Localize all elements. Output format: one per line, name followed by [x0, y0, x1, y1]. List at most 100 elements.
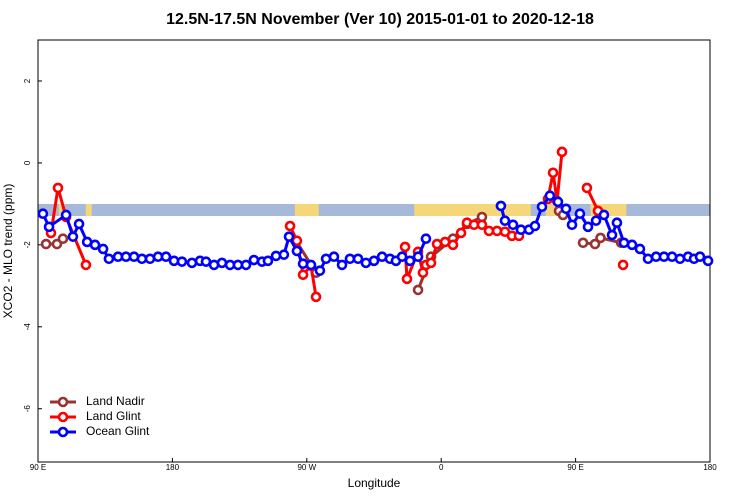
- data-point: [43, 221, 55, 233]
- data-point: [702, 255, 714, 267]
- data-point: [431, 238, 443, 250]
- data-point: [52, 182, 64, 194]
- data-point: [404, 255, 416, 267]
- land-segment: [294, 204, 319, 216]
- data-point: [401, 273, 413, 285]
- data-point: [40, 238, 52, 250]
- data-point: [581, 182, 593, 194]
- data-point: [176, 256, 188, 267]
- data-point: [582, 221, 594, 233]
- data-point: [626, 239, 638, 251]
- legend-label: Land Glint: [86, 409, 141, 423]
- data-point: [297, 269, 309, 281]
- data-point: [606, 229, 618, 241]
- data-point: [291, 245, 303, 257]
- y-tick-label: 0: [23, 160, 32, 165]
- data-point: [310, 291, 322, 303]
- data-point: [328, 251, 340, 263]
- data-point: [577, 237, 589, 249]
- x-tick-label: 0: [439, 463, 444, 472]
- land-segment: [414, 204, 531, 216]
- chart-title: 12.5N-17.5N November (Ver 10) 2015-01-01…: [166, 11, 594, 28]
- data-point: [67, 231, 79, 242]
- data-point: [674, 253, 686, 265]
- data-point: [186, 257, 198, 269]
- data-point: [694, 251, 706, 263]
- data-point: [240, 259, 252, 271]
- data-point: [262, 255, 274, 267]
- data-point: [305, 259, 317, 271]
- legend-marker: [57, 426, 69, 438]
- data-point: [412, 284, 424, 296]
- data-point: [412, 251, 424, 263]
- data-point: [590, 215, 602, 226]
- data-point: [368, 255, 380, 267]
- x-tick-label: 90 E: [30, 463, 46, 472]
- data-point: [618, 237, 630, 249]
- data-point: [589, 238, 601, 250]
- y-tick-label: -6: [23, 405, 32, 413]
- data-point: [89, 239, 101, 251]
- data-point: [399, 241, 411, 253]
- data-point: [447, 239, 459, 251]
- x-tick-label: 90 W: [297, 463, 316, 472]
- data-point: [216, 257, 228, 269]
- legend-label: Ocean Glint: [86, 424, 150, 438]
- data-point: [396, 251, 408, 263]
- data-point: [499, 215, 511, 226]
- data-point: [248, 254, 260, 266]
- data-point: [611, 217, 623, 229]
- data-point: [278, 249, 290, 260]
- land-segment: [85, 204, 92, 216]
- data-point: [60, 209, 72, 221]
- x-tick-label: 180: [166, 463, 180, 472]
- data-point: [547, 167, 559, 179]
- data-point: [57, 233, 69, 245]
- x-tick-label: 90 E: [567, 463, 583, 472]
- data-point: [336, 259, 348, 271]
- y-tick-label: -4: [23, 323, 32, 331]
- data-point: [544, 190, 556, 201]
- data-point: [420, 233, 432, 245]
- y-axis-label: XCO2 - MLO trend (ppm): [1, 184, 15, 319]
- data-point: [560, 203, 572, 215]
- data-point: [598, 209, 610, 221]
- y-tick-label: 2: [23, 78, 32, 83]
- data-point: [595, 232, 606, 244]
- data-point: [360, 257, 372, 269]
- data-point: [284, 220, 296, 232]
- data-point: [144, 253, 156, 265]
- data-point: [97, 243, 109, 255]
- data-point: [314, 265, 326, 276]
- data-point: [556, 146, 568, 158]
- data-point: [495, 200, 507, 212]
- data-point: [634, 243, 646, 255]
- data-point: [642, 253, 654, 265]
- data-point: [476, 219, 488, 231]
- land-segment: [58, 204, 65, 216]
- legend-marker: [57, 396, 69, 408]
- legend-label: Land Nadir: [86, 394, 145, 408]
- data-point: [73, 218, 85, 230]
- data-point: [103, 253, 115, 265]
- data-point: [160, 251, 172, 263]
- data-point: [566, 219, 578, 231]
- data-point: [352, 253, 364, 265]
- data-point: [574, 208, 586, 220]
- y-tick-label: -2: [23, 241, 32, 249]
- data-point: [552, 196, 564, 208]
- data-point: [507, 219, 519, 231]
- plot-frame: [37, 39, 711, 463]
- data-point: [37, 208, 49, 220]
- data-point: [455, 227, 467, 239]
- data-point: [80, 259, 92, 271]
- legend-marker: [57, 411, 69, 423]
- data-point: [425, 257, 437, 269]
- data-point: [536, 201, 548, 213]
- data-point: [529, 220, 541, 232]
- x-axis-label: Longitude: [348, 476, 401, 490]
- data-point: [283, 231, 295, 242]
